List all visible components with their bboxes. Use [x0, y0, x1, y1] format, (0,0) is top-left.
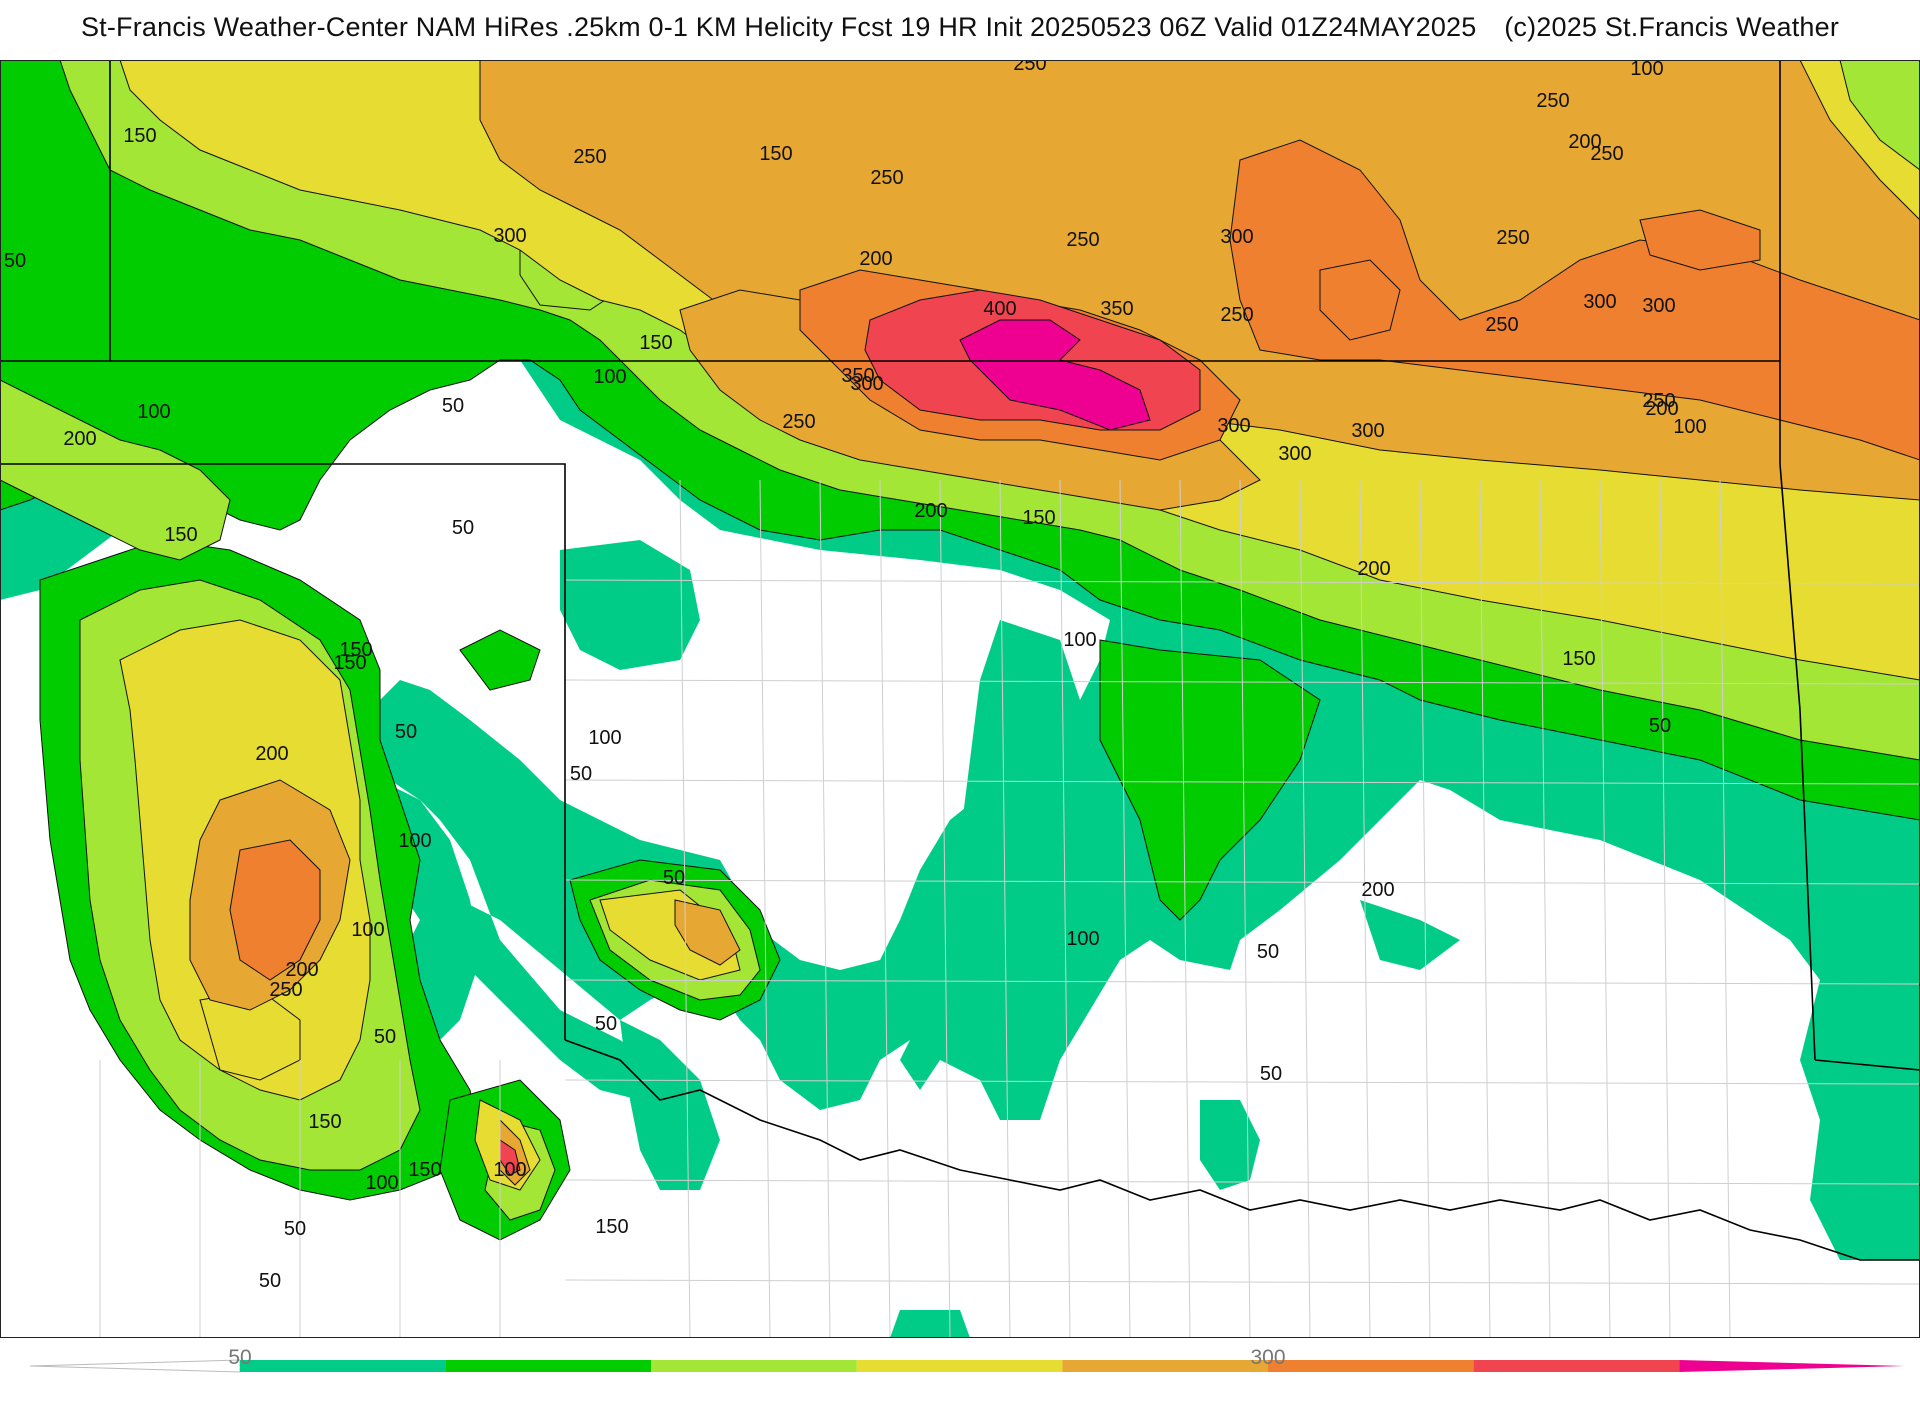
legend-swatch — [240, 1360, 446, 1372]
contour-label: 150 — [595, 1216, 628, 1238]
copyright-text: (c)2025 St.Francis Weather — [1504, 12, 1839, 42]
contour-label: 100 — [1063, 629, 1096, 651]
contour-label: 100 — [1630, 60, 1663, 80]
contour-label: 50 — [1257, 941, 1279, 963]
contour-label: 350 — [1100, 298, 1133, 320]
contour-label: 300 — [493, 225, 526, 247]
contour-label: 300 — [1278, 443, 1311, 465]
legend-swatch — [1679, 1360, 1905, 1372]
contour-label: 100 — [493, 1159, 526, 1181]
contour-label: 250 — [1590, 143, 1623, 165]
contour-label: 150 — [123, 125, 156, 147]
contour-label: 50 — [1260, 1063, 1282, 1085]
contour-label: 250 — [269, 979, 302, 1001]
contour-label: 150 — [1562, 648, 1595, 670]
contour-label: 50 — [595, 1013, 617, 1035]
contour-label: 300 — [1642, 295, 1675, 317]
contour-label: 300 — [1220, 226, 1253, 248]
contour-label: 200 — [285, 959, 318, 981]
legend-bar — [30, 1360, 1905, 1372]
contour-label: 250 — [782, 411, 815, 433]
contour-label: 100 — [398, 830, 431, 852]
contour-label: 200 — [1357, 558, 1390, 580]
contour-label: 50 — [374, 1026, 396, 1048]
color-legend: 50 300 — [0, 1338, 1920, 1400]
legend-swatch — [1474, 1360, 1680, 1372]
contour-label: 100 — [1673, 416, 1706, 438]
contour-label: 250 — [1536, 90, 1569, 112]
contour-label: 350 — [841, 365, 874, 387]
contour-label: 200 — [859, 248, 892, 270]
contour-label: 300 — [1217, 415, 1250, 437]
contour-label: 250 — [1066, 229, 1099, 251]
legend-swatch — [857, 1360, 1063, 1372]
contour-label: 100 — [588, 727, 621, 749]
contour-label: 150 — [308, 1111, 341, 1133]
contour-label: 50 — [442, 395, 464, 417]
contour-label: 100 — [137, 401, 170, 423]
contour-label: 100 — [351, 919, 384, 941]
contour-label: 250 — [573, 146, 606, 168]
contour-label: 150 — [164, 524, 197, 546]
contour-label: 150 — [639, 332, 672, 354]
contour-label: 250 — [1220, 304, 1253, 326]
contour-label: 300 — [1583, 291, 1616, 313]
legend-swatch — [1062, 1360, 1268, 1372]
contour-label: 150 — [1022, 507, 1055, 529]
contour-label: 50 — [663, 867, 685, 889]
contour-label: 200 — [1361, 879, 1394, 901]
contour-label: 300 — [1351, 420, 1384, 442]
contour-label: 50 — [395, 721, 417, 743]
contour-label: 100 — [593, 366, 626, 388]
contour-label: 150 — [759, 143, 792, 165]
contour-label: 100 — [365, 1172, 398, 1194]
contour-label: 200 — [255, 743, 288, 765]
contour-label: 200 — [914, 500, 947, 522]
contour-label: 400 — [983, 298, 1016, 320]
legend-tick-300: 300 — [1250, 1346, 1285, 1370]
contour-label: 50 — [284, 1218, 306, 1240]
map-title: St-Francis Weather-Center NAM HiRes .25k… — [0, 12, 1920, 43]
legend-low-arrow — [30, 1360, 240, 1372]
contour-label: 50 — [4, 250, 26, 272]
contour-label: 50 — [452, 517, 474, 539]
contour-label: 50 — [259, 1270, 281, 1292]
legend-tick-50: 50 — [228, 1346, 251, 1370]
contour-label: 50 — [1649, 715, 1671, 737]
contour-label: 200 — [63, 428, 96, 450]
contour-label: 250 — [1485, 314, 1518, 336]
title-text: St-Francis Weather-Center NAM HiRes .25k… — [81, 12, 1477, 42]
legend-swatch — [446, 1360, 652, 1372]
legend-swatch — [651, 1360, 857, 1372]
contour-label: 150 — [339, 639, 372, 661]
contour-label: 50 — [570, 763, 592, 785]
contour-label: 250 — [1496, 227, 1529, 249]
legend-swatch — [1268, 1360, 1474, 1372]
contour-label: 250 — [1642, 390, 1675, 412]
contour-label: 250 — [870, 167, 903, 189]
contour-label: 100 — [1066, 928, 1099, 950]
contour-label: 150 — [408, 1159, 441, 1181]
helicity-map: 150 100 250 150 200 250 250 250 300 250 250 300 200 2… — [0, 60, 1920, 1338]
contour-label: 250 — [1013, 60, 1046, 75]
